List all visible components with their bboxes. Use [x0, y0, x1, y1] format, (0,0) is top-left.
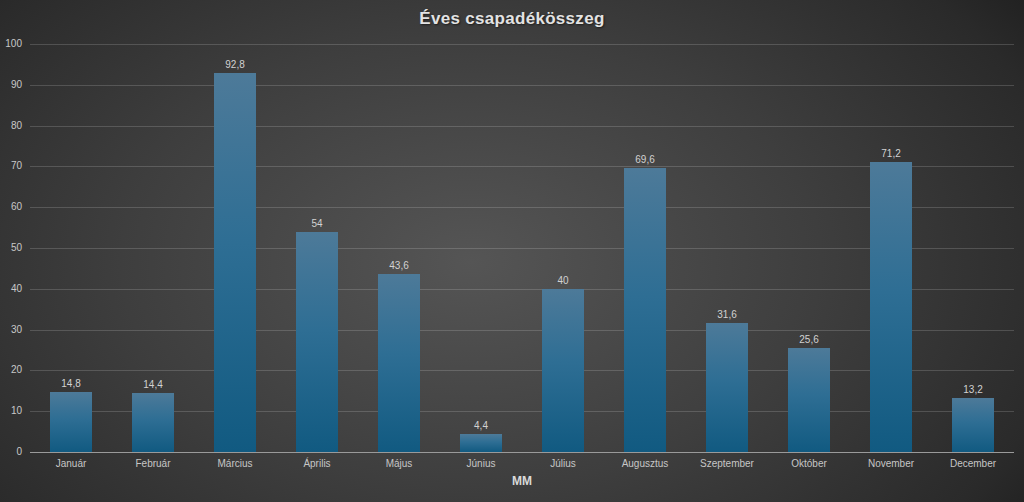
y-axis-tick-label: 0 [0, 446, 22, 458]
bar-november[interactable] [870, 162, 912, 452]
x-axis-tick-label: Október [768, 458, 850, 469]
bar-szeptember[interactable] [706, 323, 748, 452]
bar-április[interactable] [296, 232, 338, 452]
x-axis-tick-label: Február [112, 458, 194, 469]
bar-value-label: 69,6 [604, 154, 686, 166]
y-axis-tick-label: 10 [0, 405, 22, 417]
y-axis-tick-label: 100 [0, 38, 22, 50]
bar-value-label: 14,8 [30, 378, 112, 390]
bar-value-label: 31,6 [686, 309, 768, 321]
bar-value-label: 13,2 [932, 384, 1014, 396]
y-axis-tick-label: 30 [0, 324, 22, 336]
bar-value-label: 43,6 [358, 260, 440, 272]
y-axis-tick-label: 50 [0, 242, 22, 254]
y-axis-tick-label: 20 [0, 364, 22, 376]
x-axis-tick-label: Március [194, 458, 276, 469]
x-axis-title: MM [30, 474, 1014, 488]
gridline [30, 126, 1014, 127]
bar-május[interactable] [378, 274, 420, 452]
x-axis-tick-label: November [850, 458, 932, 469]
x-axis-tick-label: Július [522, 458, 604, 469]
y-axis-tick-label: 90 [0, 79, 22, 91]
x-axis-tick-label: Szeptember [686, 458, 768, 469]
x-axis-tick-label: Június [440, 458, 522, 469]
bar-január[interactable] [50, 392, 92, 452]
bar-value-label: 92,8 [194, 59, 276, 71]
bar-value-label: 40 [522, 275, 604, 287]
bar-március[interactable] [214, 73, 256, 452]
bar-chart: Éves csapadékösszeg 0 10 20 30 40 50 60 70 80 90 1… [0, 0, 1024, 502]
gridline [30, 289, 1014, 290]
bar-value-label: 25,6 [768, 334, 850, 346]
gridline [30, 207, 1014, 208]
y-axis-tick-label: 60 [0, 201, 22, 213]
y-axis-tick-label: 70 [0, 160, 22, 172]
plot-area: 010203040506070809010014,814,492,85443,6… [30, 44, 1014, 452]
gridline [30, 370, 1014, 371]
bar-július[interactable] [542, 289, 584, 452]
x-axis-line [30, 452, 1014, 453]
x-axis-tick-label: Május [358, 458, 440, 469]
bar-június[interactable] [460, 434, 502, 452]
bar-value-label: 4,4 [440, 420, 522, 432]
bar-value-label: 54 [276, 218, 358, 230]
gridline [30, 85, 1014, 86]
bar-augusztus[interactable] [624, 168, 666, 452]
x-axis-tick-label: Április [276, 458, 358, 469]
x-axis-tick-label: Augusztus [604, 458, 686, 469]
y-axis-tick-label: 40 [0, 283, 22, 295]
y-axis-tick-label: 80 [0, 120, 22, 132]
bar-value-label: 14,4 [112, 379, 194, 391]
gridline [30, 411, 1014, 412]
gridline [30, 330, 1014, 331]
bar-október[interactable] [788, 348, 830, 452]
gridline [30, 166, 1014, 167]
bar-december[interactable] [952, 398, 994, 452]
gridline [30, 248, 1014, 249]
x-axis-tick-label: December [932, 458, 1014, 469]
x-axis-tick-label: Január [30, 458, 112, 469]
chart-title: Éves csapadékösszeg [0, 9, 1024, 29]
bar-február[interactable] [132, 393, 174, 452]
gridline [30, 44, 1014, 45]
bar-value-label: 71,2 [850, 148, 932, 160]
